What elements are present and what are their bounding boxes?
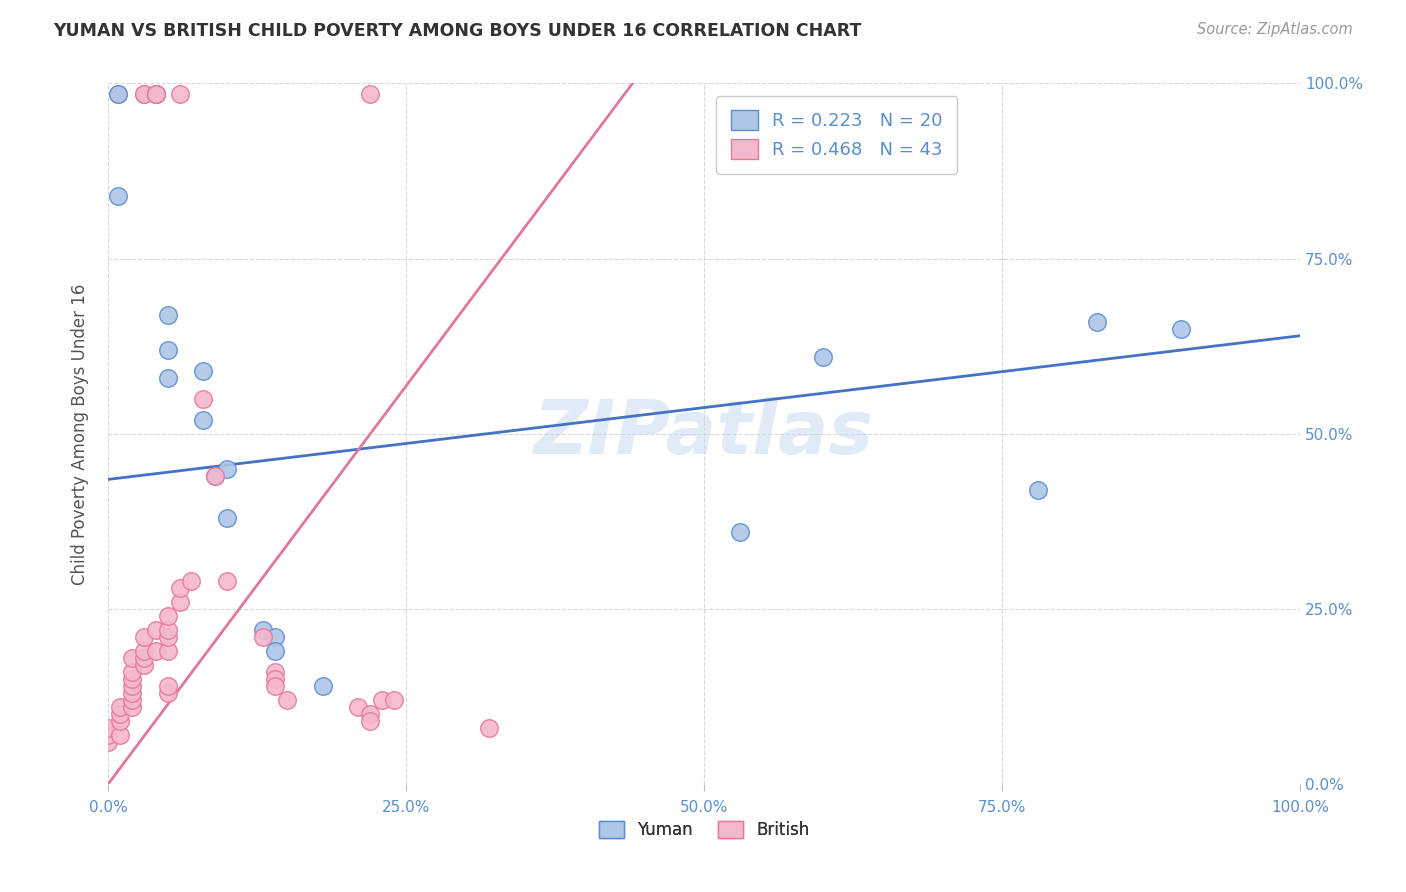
Point: [193, 364, 215, 378]
Point: [97, 721, 120, 735]
Point: [121, 672, 143, 686]
Legend: Yuman, British: Yuman, British: [592, 814, 815, 846]
Point: [217, 574, 239, 588]
Point: [132, 658, 155, 673]
Point: [156, 623, 179, 637]
Point: [811, 350, 834, 364]
Point: [108, 707, 131, 722]
Point: [169, 595, 191, 609]
Point: [359, 707, 381, 722]
Point: [382, 693, 405, 707]
Point: [108, 714, 131, 729]
Point: [156, 308, 179, 322]
Point: [217, 462, 239, 476]
Point: [169, 581, 191, 595]
Point: [107, 87, 129, 101]
Point: [264, 665, 287, 680]
Point: [311, 679, 333, 693]
Point: [108, 700, 131, 714]
Point: [145, 644, 167, 658]
Point: [347, 700, 370, 714]
Point: [1026, 483, 1049, 497]
Point: [180, 574, 202, 588]
Point: [252, 630, 274, 644]
Point: [371, 693, 394, 707]
Point: [145, 87, 167, 101]
Point: [97, 735, 120, 749]
Point: [156, 679, 179, 693]
Point: [204, 469, 226, 483]
Point: [204, 469, 226, 483]
Point: [132, 87, 155, 101]
Point: [276, 693, 298, 707]
Point: [132, 87, 155, 101]
Point: [145, 87, 167, 101]
Point: [121, 665, 143, 680]
Point: [121, 651, 143, 665]
Point: [169, 87, 191, 101]
Point: [193, 392, 215, 406]
Point: [156, 630, 179, 644]
Point: [156, 371, 179, 385]
Point: [121, 679, 143, 693]
Point: [107, 188, 129, 202]
Point: [108, 728, 131, 742]
Point: [132, 644, 155, 658]
Point: [264, 672, 287, 686]
Point: [264, 644, 287, 658]
Point: [264, 630, 287, 644]
Point: [193, 413, 215, 427]
Point: [107, 87, 129, 101]
Point: [121, 700, 143, 714]
Point: [478, 721, 501, 735]
Point: [728, 524, 751, 539]
Point: [217, 511, 239, 525]
Y-axis label: Child Poverty Among Boys Under 16: Child Poverty Among Boys Under 16: [72, 283, 89, 584]
Point: [145, 623, 167, 637]
Point: [156, 609, 179, 624]
Point: [145, 87, 167, 101]
Point: [97, 728, 120, 742]
Point: [121, 693, 143, 707]
Point: [145, 87, 167, 101]
Point: [359, 714, 381, 729]
Point: [1170, 322, 1192, 336]
Text: ZIPatlas: ZIPatlas: [534, 397, 875, 470]
Point: [132, 651, 155, 665]
Point: [1085, 315, 1108, 329]
Point: [132, 630, 155, 644]
Point: [359, 87, 381, 101]
Text: Source: ZipAtlas.com: Source: ZipAtlas.com: [1197, 22, 1353, 37]
Point: [156, 644, 179, 658]
Point: [252, 623, 274, 637]
Point: [156, 686, 179, 700]
Point: [264, 679, 287, 693]
Point: [121, 686, 143, 700]
Point: [145, 87, 167, 101]
Text: YUMAN VS BRITISH CHILD POVERTY AMONG BOYS UNDER 16 CORRELATION CHART: YUMAN VS BRITISH CHILD POVERTY AMONG BOY…: [53, 22, 862, 40]
Point: [156, 343, 179, 357]
